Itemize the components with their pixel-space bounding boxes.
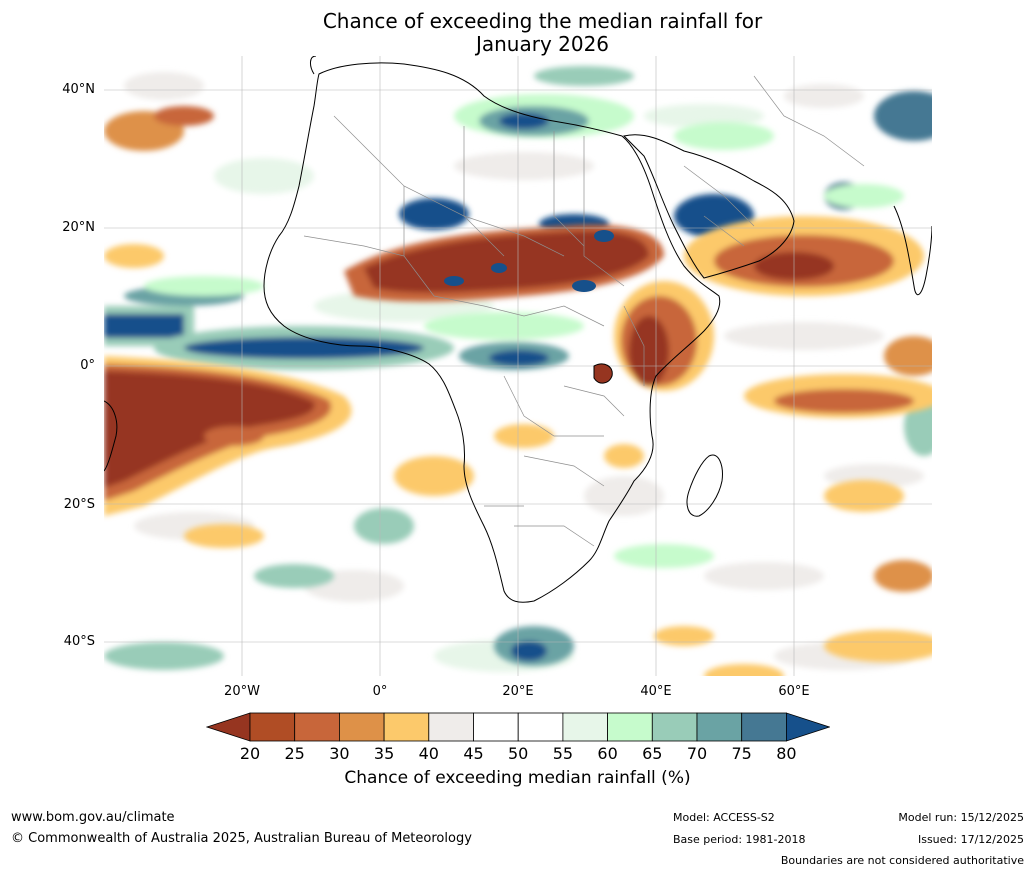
colorbar-swatch [383, 712, 430, 742]
lat-label-20s: 20°S [63, 497, 95, 512]
colorbar-swatch [696, 712, 743, 742]
colorbar-swatch [741, 712, 787, 742]
lake-victoria [593, 363, 613, 384]
colorbar-swatch [338, 712, 385, 742]
lat-label-40s: 40°S [63, 634, 95, 649]
colorbar-swatch [249, 712, 296, 742]
colorbar-tick-label: 45 [463, 744, 484, 763]
lon-label-20e: 20°E [502, 684, 534, 699]
colorbar [205, 712, 831, 746]
graticule [104, 56, 932, 676]
lon-label-0: 0° [372, 684, 388, 699]
lon-label-40e: 40°E [640, 684, 672, 699]
map-title-line1: Chance of exceeding the median rainfall … [322, 9, 763, 33]
rainfall-map [104, 56, 932, 676]
country-borders [303, 75, 865, 547]
lat-label-40n: 40°N [62, 82, 95, 97]
colorbar-swatch [428, 712, 474, 742]
colorbar-tick-label: 40 [418, 744, 439, 763]
colorbar-extend-high [786, 712, 831, 742]
madagascar-coastline [686, 454, 723, 517]
colorbar-ticks: 20 25 30 35 40 45 50 55 60 65 70 75 80 [0, 744, 1035, 764]
colorbar-label: Chance of exceeding median rainfall (%) [344, 768, 691, 788]
colorbar-swatch [517, 712, 564, 742]
model-text: Model: ACCESS-S2 [673, 811, 775, 824]
africa-coastline [263, 62, 721, 603]
colorbar-swatch [294, 712, 340, 742]
issued-text: Issued: 17/12/2025 [917, 833, 1024, 846]
colorbar-swatch [473, 712, 519, 742]
colorbar-swatch [651, 712, 698, 742]
disclaimer-text: Boundaries are not considered authoritat… [780, 854, 1024, 867]
colorbar-tick-label: 65 [642, 744, 663, 763]
colorbar-tick-label: 60 [597, 744, 618, 763]
arabia-coastline [623, 134, 795, 279]
colorbar-swatch [562, 712, 608, 742]
south-america-coastline [104, 400, 118, 472]
lat-label-20n: 20°N [62, 220, 95, 235]
colorbar-svg [205, 712, 831, 742]
colorbar-tick-label: 35 [373, 744, 395, 763]
map-title-line2: January 2026 [475, 32, 610, 56]
website-text: www.bom.gov.au/climate [11, 810, 175, 825]
colorbar-tick-label: 20 [239, 744, 261, 763]
coastlines [104, 56, 932, 603]
map-title: Chance of exceeding the median rainfall … [0, 10, 1035, 56]
base-period-text: Base period: 1981-2018 [673, 833, 806, 846]
sahel-wet-spots [444, 230, 614, 292]
colorbar-tick-label: 80 [776, 744, 797, 763]
lon-label-20w: 20°W [224, 684, 260, 699]
iberia-coastline [310, 56, 317, 75]
colorbar-tick-label: 25 [284, 744, 305, 763]
india-coastline [893, 205, 932, 296]
copyright-text: © Commonwealth of Australia 2025, Austra… [11, 831, 472, 846]
colorbar-swatch [607, 712, 653, 742]
colorbar-tick-label: 75 [731, 744, 752, 763]
rainfall-map-svg [104, 56, 932, 676]
lat-label-0: 0° [80, 358, 95, 373]
colorbar-tick-label: 50 [508, 744, 529, 763]
colorbar-tick-label: 30 [329, 744, 350, 763]
model-run-text: Model run: 15/12/2025 [898, 811, 1024, 824]
colorbar-tick-label: 70 [686, 744, 708, 763]
colorbar-extend-low [205, 712, 251, 742]
colorbar-tick-label: 55 [552, 744, 574, 763]
lon-label-60e: 60°E [778, 684, 810, 699]
